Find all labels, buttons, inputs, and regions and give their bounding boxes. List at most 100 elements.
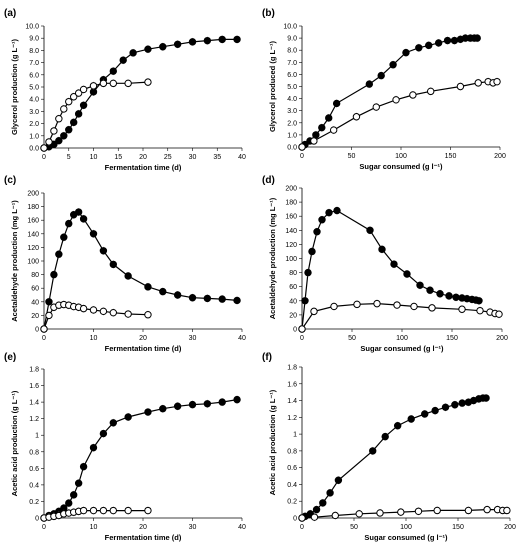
y-tick-label: 200: [285, 186, 297, 193]
data-point-filled: [304, 268, 312, 277]
data-point-open: [330, 302, 338, 311]
y-tick-label: 20: [31, 313, 39, 320]
data-point-open: [353, 300, 361, 309]
x-tick-label: 200: [496, 335, 508, 342]
panel-label: (a): [4, 8, 16, 19]
data-point-filled: [436, 290, 444, 298]
x-tick-label: 30: [189, 154, 197, 161]
y-tick-label: 5.0: [29, 85, 39, 92]
y-tick-label: 5.0: [287, 84, 297, 91]
x-tick-label: 100: [395, 153, 407, 160]
data-point-open: [483, 505, 491, 514]
x-tick-label: 50: [350, 524, 358, 531]
data-point-filled: [325, 114, 333, 122]
data-point-filled: [79, 215, 88, 223]
data-point-filled: [45, 298, 53, 306]
data-point-filled: [55, 136, 63, 145]
panel-label: (c): [4, 175, 16, 186]
data-point-filled: [389, 61, 397, 69]
y-tick-label: 200: [27, 191, 39, 198]
data-point-filled: [393, 422, 402, 430]
data-point-filled: [403, 270, 411, 278]
y-tick-label: 160: [285, 214, 297, 221]
x-tick-label: 150: [445, 153, 457, 160]
data-point-open: [474, 79, 482, 87]
y-tick-label: 0: [35, 327, 39, 334]
y-tick-label: 10.0: [283, 24, 297, 31]
data-point-open: [144, 311, 152, 319]
x-tick-label: 40: [238, 524, 246, 531]
x-tick-label: 0: [300, 153, 304, 160]
y-tick-label: 1.0: [287, 132, 297, 139]
data-point-filled: [390, 260, 398, 268]
y-axis-label: Acetaldehyde production (mg L⁻¹): [268, 197, 277, 319]
y-tick-label: 1.6: [29, 383, 39, 390]
data-point-filled: [159, 405, 167, 413]
x-tick-label: 0: [300, 524, 304, 531]
data-point-filled: [452, 293, 460, 301]
y-tick-label: 140: [27, 231, 39, 238]
data-point-open: [40, 325, 48, 333]
data-point-open: [45, 138, 53, 146]
x-tick-label: 150: [452, 524, 464, 531]
data-point-filled: [173, 40, 182, 48]
data-point-filled: [425, 41, 433, 50]
data-point-open: [310, 513, 319, 521]
data-point-filled: [55, 250, 63, 258]
data-point-filled: [325, 208, 333, 217]
data-point-filled: [402, 48, 410, 57]
y-tick-label: 0: [293, 327, 297, 334]
data-point-filled: [441, 403, 450, 411]
data-point-filled: [458, 399, 466, 407]
data-point-open: [458, 305, 466, 313]
data-point-filled: [74, 208, 83, 216]
data-point-open: [79, 304, 88, 313]
x-tick-label: 20: [139, 335, 147, 342]
y-tick-label: 20: [289, 312, 297, 319]
x-tick-label: 0: [300, 335, 304, 342]
data-point-filled: [318, 123, 326, 132]
data-point-open: [55, 115, 63, 123]
x-tick-label: 0: [42, 524, 46, 531]
data-point-filled: [159, 287, 167, 296]
x-tick-label: 5: [67, 154, 71, 161]
data-point-filled: [79, 101, 88, 110]
data-point-filled: [188, 294, 197, 302]
data-point-open: [393, 301, 401, 309]
x-tick-label: 35: [213, 154, 221, 161]
data-point-filled: [416, 281, 424, 289]
data-point-open: [70, 93, 78, 101]
y-tick-label: 80: [31, 272, 39, 279]
y-tick-label: 4.0: [287, 96, 297, 103]
data-point-open: [414, 507, 423, 515]
data-point-filled: [333, 206, 341, 215]
data-point-filled: [318, 216, 326, 224]
data-point-open: [352, 113, 361, 121]
x-tick-label: 200: [504, 524, 516, 531]
data-point-filled: [369, 447, 377, 455]
x-axis-label: Fermentation time (d): [105, 163, 182, 172]
y-tick-label: 2.0: [29, 121, 39, 128]
x-axis-label: Sugar consumed (g l⁻¹): [364, 533, 448, 542]
data-point-open: [464, 506, 473, 515]
data-point-filled: [218, 398, 226, 406]
data-point-open: [331, 511, 339, 520]
data-point-filled: [377, 71, 385, 80]
data-point-open: [124, 506, 132, 515]
y-tick-label: 160: [27, 218, 39, 225]
data-point-open: [495, 310, 503, 318]
data-point-filled: [218, 35, 226, 44]
data-point-open: [109, 79, 118, 88]
data-point-open: [433, 506, 441, 515]
x-tick-label: 0: [42, 335, 46, 342]
y-tick-label: 180: [27, 204, 39, 211]
data-point-open: [144, 78, 152, 86]
chart-panel: (d) 0 20 40 60 80 100 120 140 160 180 200 0 50 100 150 2…: [262, 175, 508, 353]
chart-panel: (b) 0.0 1.0 2.0 3.0 4.0 5.0 6.0 7.0 8.0 9.0 10.0 0 50…: [262, 8, 506, 171]
data-point-filled: [99, 247, 108, 255]
chart-panel: (a) 0.0 1.0 2.0 3.0 4.0 5.0 6.0 7.0 8.0 9.0 10.0 0 5 1…: [4, 8, 246, 172]
data-point-open: [144, 506, 152, 515]
chart-panel: (e) 0 0.2 0.4 0.6 0.8 1 1.2 1.4 1.6 1.8 0 10 20 30 40 Fe…: [4, 352, 246, 542]
panel-label: (e): [4, 352, 16, 363]
